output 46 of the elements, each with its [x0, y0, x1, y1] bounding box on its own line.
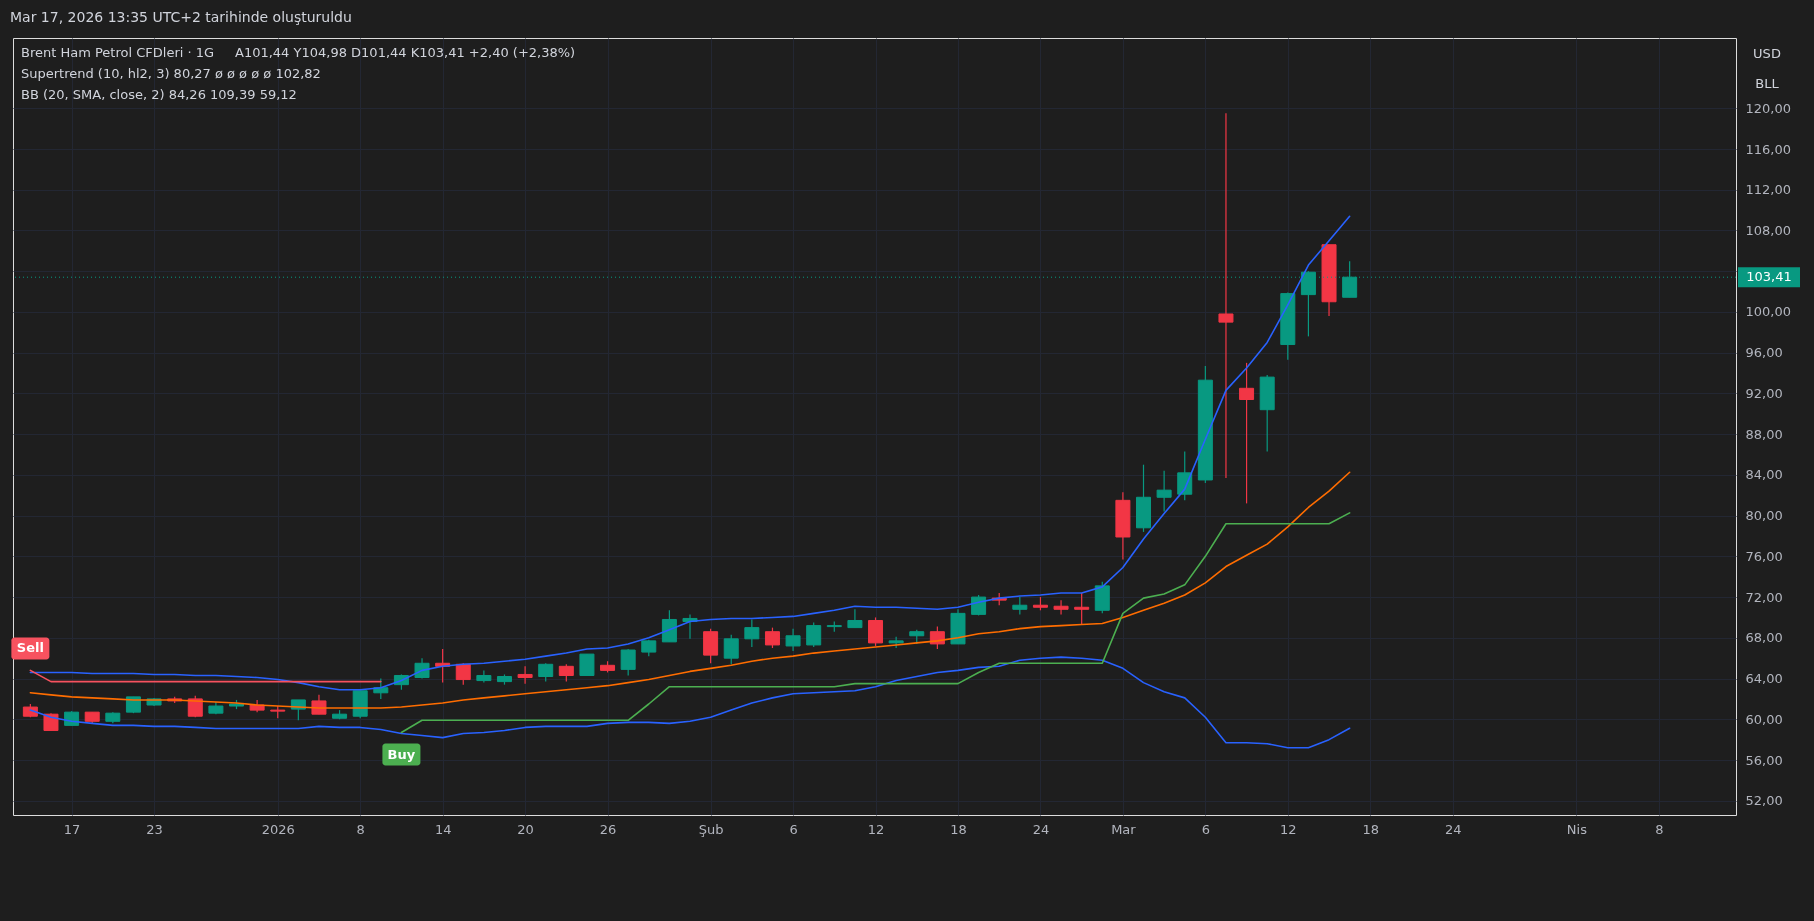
x-tick-label: Nis — [1566, 821, 1588, 837]
annotation: BB (20, SMA, close, 2) 84,26 109,39 59,12 — [21, 87, 297, 102]
ref-line-label: 103,41 — [1746, 269, 1792, 285]
x-tick-label: 18 — [1362, 821, 1380, 837]
y-tick-label: 96,00 — [1745, 345, 1783, 361]
y-tick-label: 60,00 — [1745, 711, 1783, 727]
x-tick-label: 26 — [599, 821, 617, 837]
text: USD — [1753, 46, 1781, 61]
x-tick-label: 8 — [356, 821, 365, 837]
y-tick-label: 80,00 — [1745, 508, 1783, 524]
y-tick-label: 108,00 — [1745, 222, 1791, 238]
y-tick-label: 100,00 — [1745, 304, 1791, 320]
y-tick-label: 72,00 — [1745, 589, 1783, 605]
x-tick-label: Mar — [1111, 821, 1137, 837]
x-tick-label: 8 — [1655, 821, 1664, 837]
x-tick-label: 6 — [789, 821, 798, 837]
y-tick-label: 64,00 — [1745, 671, 1783, 687]
annotation: A101,44 Y104,98 D101,44 K103,41 +2,40 (+2,38%) — [235, 45, 576, 60]
y-tick-label: 76,00 — [1745, 548, 1783, 564]
y-tick-label: 56,00 — [1745, 752, 1783, 768]
data-label: Buy — [387, 746, 416, 762]
y-tick-label: 52,00 — [1745, 793, 1783, 809]
x-tick-label: 18 — [950, 821, 967, 837]
text: Mar 17, 2026 13:35 UTC+2 tarihinde oluşturuldu — [10, 9, 352, 25]
y-tick-label: 120,00 — [1745, 100, 1791, 116]
y-tick-label: 92,00 — [1745, 385, 1783, 401]
x-tick-label: 14 — [434, 821, 452, 837]
y-tick-label: 116,00 — [1745, 141, 1791, 157]
x-tick-label: 6 — [1201, 821, 1210, 837]
x-tick-label: 24 — [1032, 821, 1050, 837]
x-tick-label: 24 — [1444, 821, 1462, 837]
y-tick-label: 84,00 — [1745, 467, 1783, 483]
text: BLL — [1755, 76, 1780, 91]
y-tick-label: 112,00 — [1745, 182, 1791, 198]
x-tick-label: 12 — [1280, 821, 1297, 837]
annotation: Supertrend (10, hl2, 3) 80,27 ø ø ø ø ø 102,82 — [21, 66, 321, 81]
x-tick-label: 23 — [146, 821, 163, 837]
data-label: Sell — [16, 640, 44, 656]
y-tick-label: 88,00 — [1745, 426, 1783, 442]
x-tick-label: 17 — [63, 821, 81, 837]
x-tick-label: 2026 — [261, 821, 295, 837]
x-tick-label: 12 — [867, 821, 885, 837]
x-tick-label: 20 — [517, 821, 534, 837]
text: Brent Ham Petrol CFDleri · 1G — [21, 45, 215, 60]
y-tick-label: 68,00 — [1745, 630, 1783, 646]
x-tick-label: Şub — [698, 821, 724, 837]
